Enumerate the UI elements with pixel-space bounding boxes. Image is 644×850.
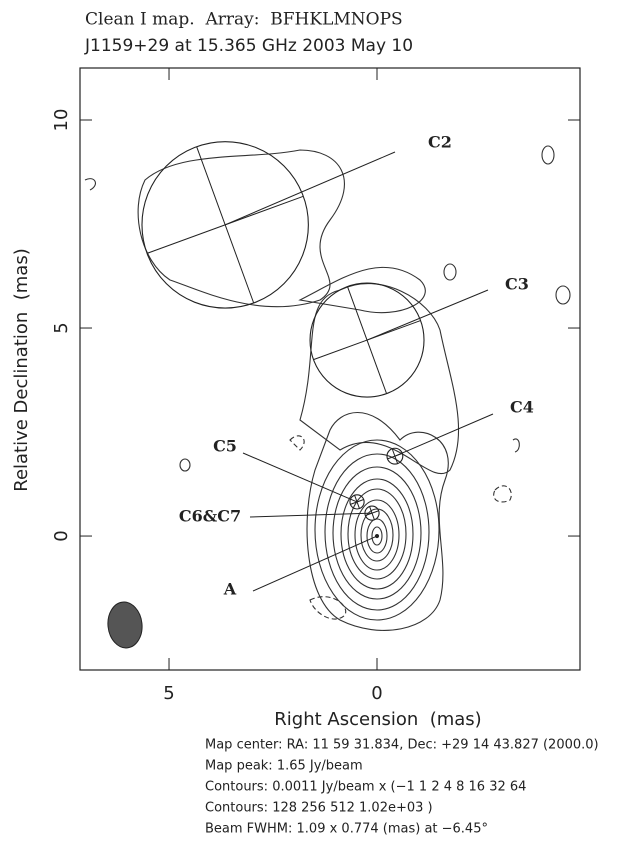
x-tick-label: 0	[371, 683, 382, 704]
y-tick-label: 10	[51, 109, 72, 132]
y-tick-label: 5	[51, 322, 72, 333]
chart-subtitle: J1159+29 at 15.365 GHz 2003 May 10	[84, 36, 413, 56]
note: Map center: RA: 11 59 31.834, Dec: +29 1…	[205, 738, 599, 753]
leader-line	[225, 152, 395, 225]
note: Beam FWHM: 1.09 x 0.774 (mas) at −6.45°	[205, 822, 488, 837]
component-label: C6&C7	[179, 507, 241, 526]
leader-line	[395, 414, 493, 456]
note: Map peak: 1.65 Jy/beam	[205, 759, 363, 774]
leader-line	[367, 290, 488, 340]
note: Contours: 0.0011 Jy/beam x (−1 1 2 4 8 1…	[205, 780, 526, 795]
component-label: C5	[213, 437, 237, 456]
component	[375, 534, 379, 538]
component-label: A	[223, 580, 237, 599]
component-label: C2	[428, 133, 452, 152]
x-axis-label: Right Ascension (mas)	[274, 709, 481, 730]
notes: Map center: RA: 11 59 31.834, Dec: +29 1…	[205, 738, 599, 837]
component-cross	[347, 287, 386, 394]
y-axis-label: Relative Declination (mas)	[11, 248, 32, 492]
component-label: C4	[510, 398, 534, 417]
y-tick-label: 0	[51, 530, 72, 541]
note: Contours: 128 256 512 1.02e+03 )	[205, 801, 433, 816]
chart-title: Clean I map. Array: BFHKLMNOPS	[85, 10, 403, 30]
chart: Clean I map. Array: BFHKLMNOPS J1159+29 …	[0, 0, 644, 846]
component-label: C3	[505, 275, 529, 294]
beam	[106, 600, 145, 649]
x-tick-label: 5	[163, 683, 174, 704]
leader-line	[250, 513, 372, 517]
